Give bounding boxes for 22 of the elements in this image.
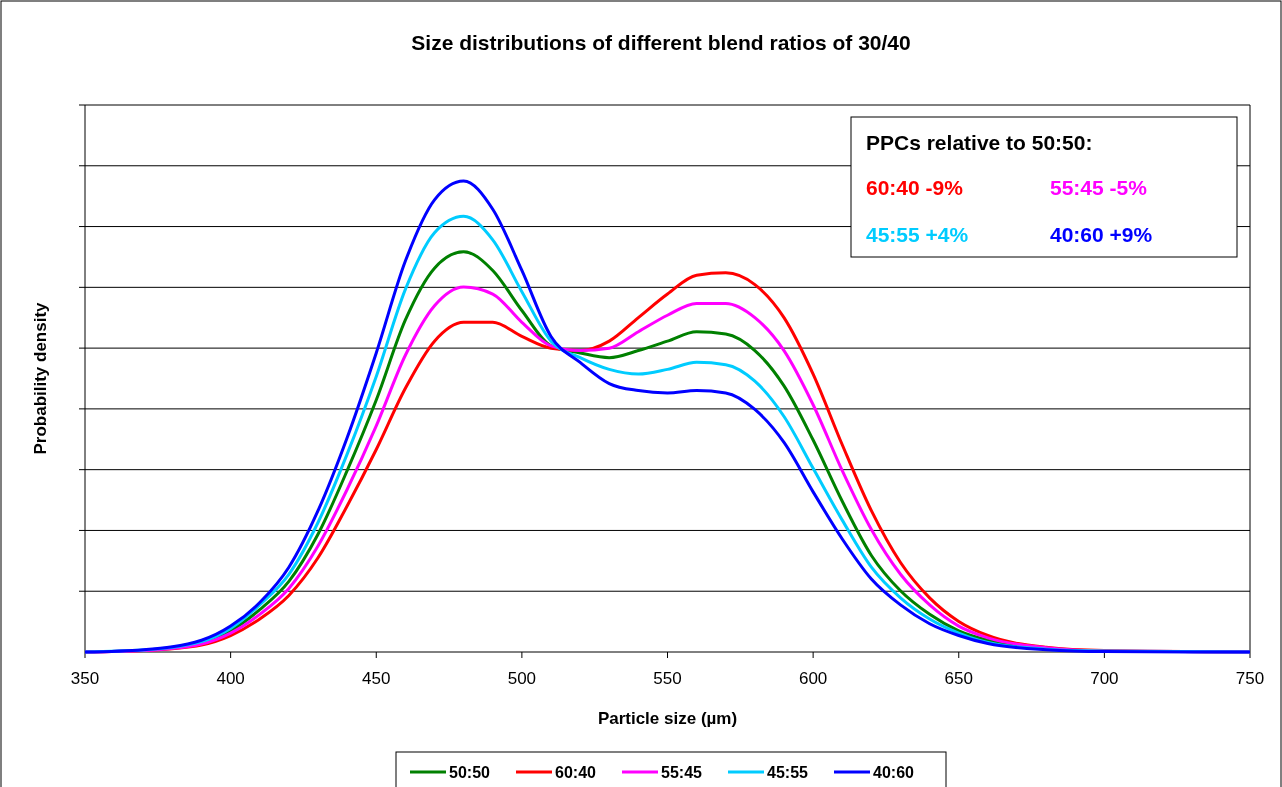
- x-tick-label: 600: [798, 669, 828, 688]
- x-tick-label: 450: [362, 669, 391, 688]
- legend-label: 50:50: [449, 764, 491, 781]
- legend-label: 55:45: [661, 764, 703, 781]
- y-axis-title: Probability density: [31, 301, 50, 455]
- chart-title: Size distributions of different blend ratios of 30/40: [411, 31, 911, 54]
- x-tick-label: 750: [1235, 669, 1265, 688]
- legend-label: 60:40: [555, 764, 597, 781]
- x-tick-label: 400: [216, 669, 245, 688]
- x-tick-label: 700: [1090, 669, 1119, 688]
- text: PPCs relative to 50:50:: [866, 131, 1093, 154]
- x-tick-label: 350: [70, 669, 100, 688]
- annotation: 45:55 +4%: [866, 223, 969, 246]
- annotation: 60:40 -9%: [866, 176, 964, 199]
- legend-label: 40:60: [873, 764, 915, 781]
- x-axis-title: Particle size (µm): [597, 709, 738, 728]
- x-tick-label: 500: [507, 669, 537, 688]
- x-tick-label: 650: [944, 669, 973, 688]
- x-tick-label: 550: [653, 669, 682, 688]
- legend-label: 45:55: [767, 764, 809, 781]
- annotation: 40:60 +9%: [1050, 223, 1153, 246]
- annotation: 55:45 -5%: [1050, 176, 1148, 199]
